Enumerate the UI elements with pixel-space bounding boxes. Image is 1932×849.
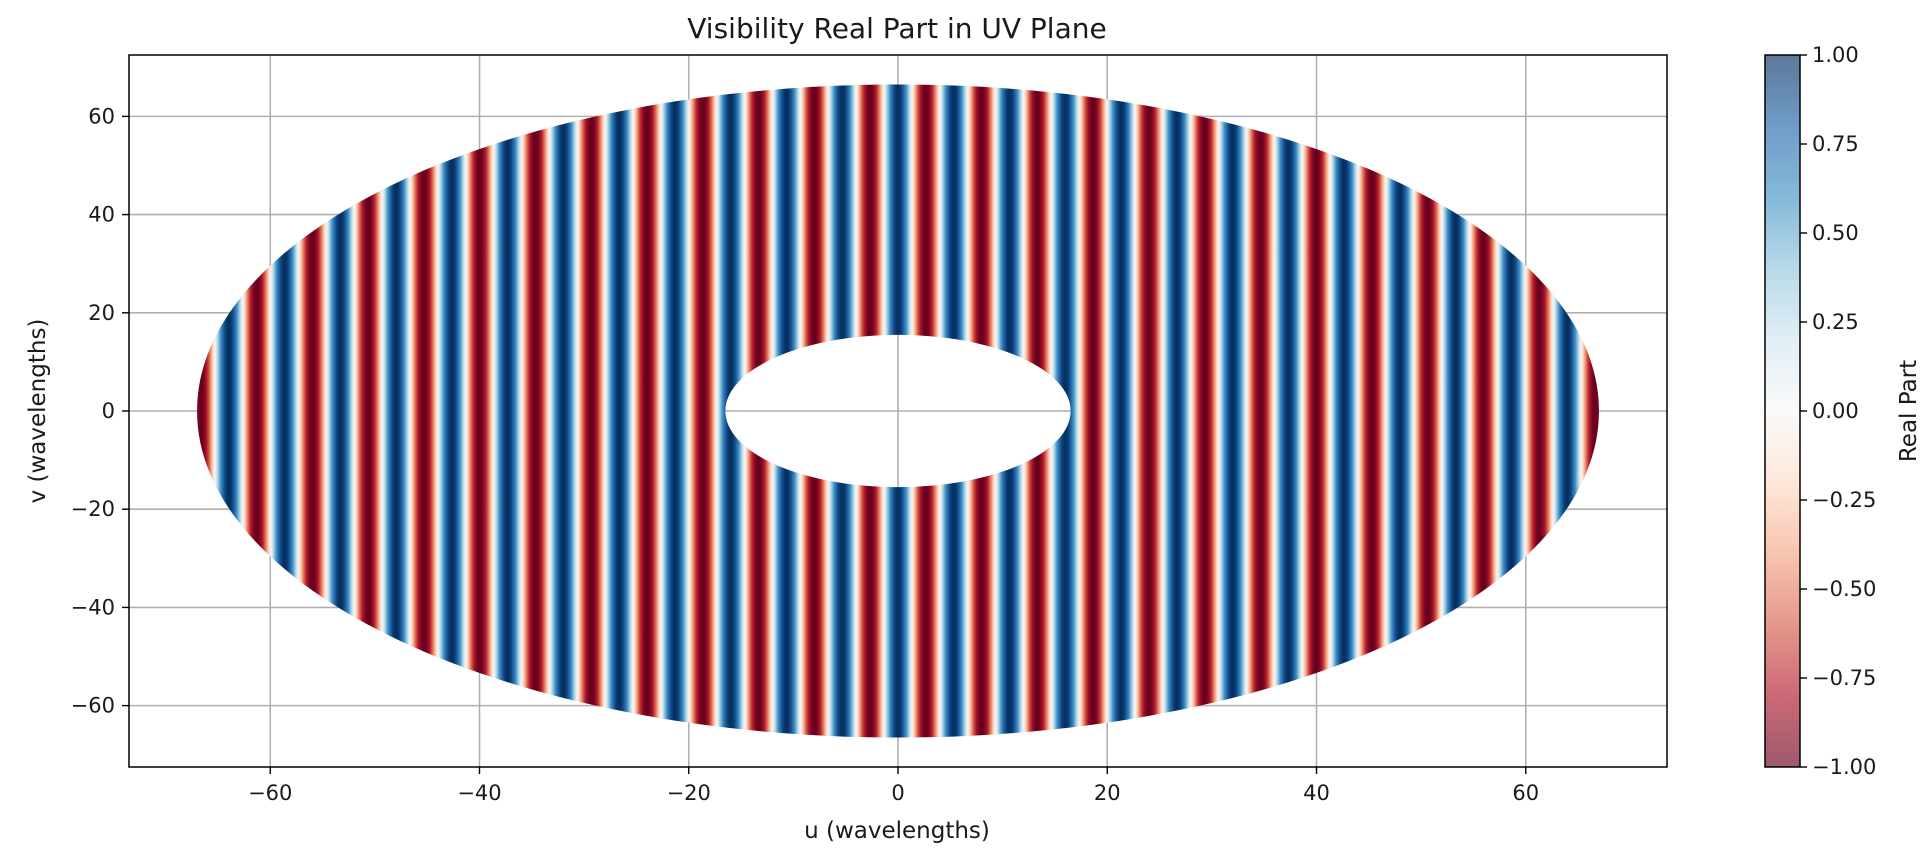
y-tick-label: 40 <box>88 203 115 227</box>
colorbar-tick-label: −0.25 <box>1812 488 1876 512</box>
y-tick-label: −40 <box>71 595 115 619</box>
y-tick-label: 60 <box>88 104 115 128</box>
y-tick-label: −20 <box>71 497 115 521</box>
x-tick-label: 60 <box>1512 781 1539 805</box>
chart-title: Visibility Real Part in UV Plane <box>687 12 1106 45</box>
y-tick-label: 0 <box>102 399 115 423</box>
y-tick-label: −60 <box>71 694 115 718</box>
x-tick-label: −20 <box>667 781 711 805</box>
x-tick-label: 20 <box>1094 781 1121 805</box>
colorbar-tick-label: −1.00 <box>1812 755 1876 779</box>
colorbar-tick-label: 1.00 <box>1812 43 1859 67</box>
x-tick-label: −60 <box>248 781 292 805</box>
colorbar <box>1765 55 1800 767</box>
x-axis-ticks: −60 −40 −20 0 20 40 60 <box>248 767 1539 805</box>
colorbar-tick-label: −0.50 <box>1812 577 1876 601</box>
x-tick-label: 0 <box>891 781 904 805</box>
colorbar-tick-label: 0.25 <box>1812 310 1859 334</box>
x-axis-label: u (wavelengths) <box>804 818 990 844</box>
colorbar-tick-label: 0.75 <box>1812 132 1859 156</box>
colorbar-ticks: 1.00 0.75 0.50 0.25 0.00 −0.25 −0.50 −0.75 −1.00 <box>1800 43 1876 779</box>
colorbar-tick-label: 0.00 <box>1812 399 1859 423</box>
y-axis-ticks: −60 −40 −20 0 20 40 60 <box>71 104 129 718</box>
colorbar-tick-label: −0.75 <box>1812 666 1876 690</box>
colorbar-tick-label: 0.50 <box>1812 221 1859 245</box>
colorbar-label: Real Part <box>1896 360 1922 462</box>
y-axis-label: v (wavelengths) <box>25 319 51 504</box>
x-tick-label: −40 <box>457 781 501 805</box>
y-tick-label: 20 <box>88 301 115 325</box>
x-tick-label: 40 <box>1303 781 1330 805</box>
